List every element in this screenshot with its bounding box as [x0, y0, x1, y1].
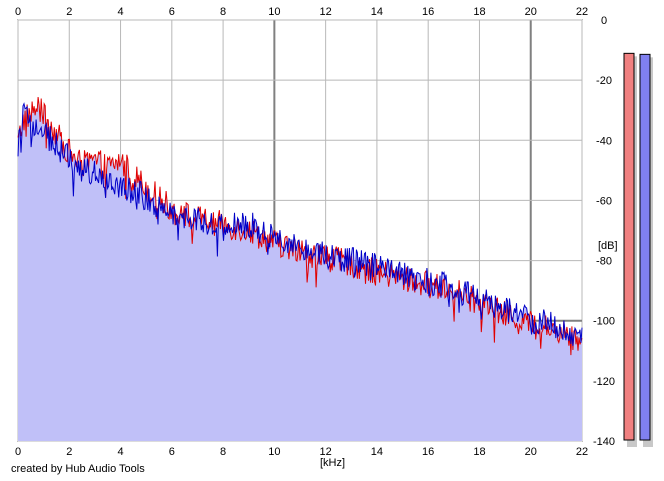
x-tick-bottom: 8: [220, 446, 226, 458]
y-tick: -80: [596, 256, 612, 268]
y-tick: -120: [593, 376, 615, 388]
x-axis-top-ticks: 0 2 4 6 8 10 12 14 16 18 20 22: [15, 6, 588, 18]
x-tick-bottom: 6: [169, 446, 175, 458]
y-axis-unit: [dB]: [598, 240, 618, 252]
x-tick-top: 22: [576, 6, 588, 18]
x-axis-bottom-ticks: 0 2 4 6 8 10 12 14 16 18 20 22: [15, 446, 588, 458]
series-line-blue: [17, 102, 583, 346]
x-tick-bottom: 14: [371, 446, 383, 458]
x-tick-top: 8: [220, 6, 226, 18]
y-tick: -20: [596, 75, 612, 87]
series-layer: [17, 96, 583, 356]
y-axis-right-ticks: 0 -20 -40 -60 -80 -100 -120 -140: [593, 15, 615, 448]
spectrum-fill-layer: [18, 97, 582, 441]
x-axis-unit: [kHz]: [320, 457, 346, 469]
x-tick-top: 12: [320, 6, 332, 18]
y-tick: -100: [593, 316, 615, 328]
x-tick-top: 10: [268, 6, 280, 18]
y-tick: -60: [596, 195, 612, 207]
x-tick-top: 2: [66, 6, 72, 18]
x-tick-bottom: 4: [117, 446, 123, 458]
level-meter-red: [623, 52, 635, 441]
x-tick-bottom: 22: [576, 446, 588, 458]
y-tick: -40: [596, 135, 612, 147]
credit-text: created by Hub Audio Tools: [11, 463, 145, 475]
x-tick-bottom: 10: [268, 446, 280, 458]
x-tick-top: 18: [473, 6, 485, 18]
x-tick-bottom: 18: [473, 446, 485, 458]
x-tick-top: 20: [525, 6, 537, 18]
y-tick: 0: [601, 15, 607, 27]
x-tick-bottom: 0: [15, 446, 21, 458]
spectrum-fill: [18, 97, 582, 441]
x-tick-bottom: 20: [525, 446, 537, 458]
x-tick-bottom: 16: [422, 446, 434, 458]
x-tick-bottom: 12: [320, 446, 332, 458]
level-meter-blue: [639, 53, 651, 441]
level-meters: [623, 52, 653, 448]
x-tick-top: 6: [169, 6, 175, 18]
series-line-red: [17, 96, 583, 356]
x-tick-top: 16: [422, 6, 434, 18]
x-tick-top: 0: [15, 6, 21, 18]
y-tick: -140: [593, 436, 615, 448]
x-tick-bottom: 2: [66, 446, 72, 458]
x-tick-top: 4: [117, 6, 123, 18]
x-tick-top: 14: [371, 6, 383, 18]
